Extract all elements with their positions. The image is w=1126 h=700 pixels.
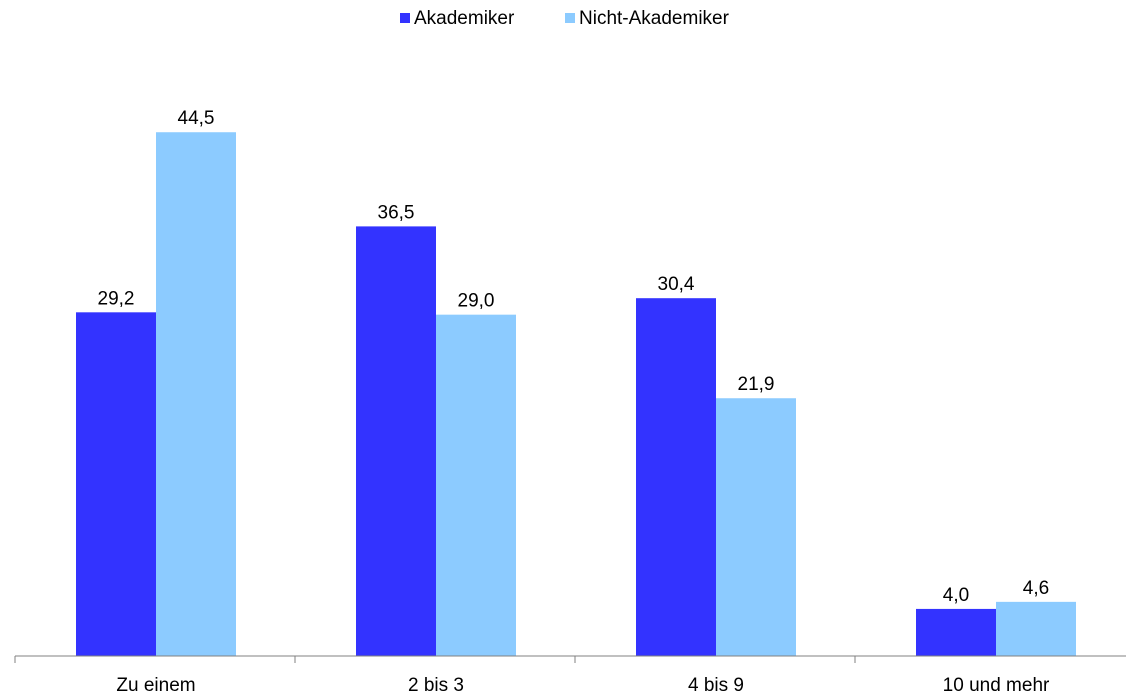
bar-0-0 bbox=[76, 312, 156, 656]
legend-label-0: Akademiker bbox=[414, 8, 515, 29]
legend-swatch-0 bbox=[400, 13, 410, 23]
x-tick-label-2: 4 bis 9 bbox=[688, 675, 744, 695]
data-label-0-3: 4,0 bbox=[943, 585, 969, 606]
bar-1-0 bbox=[156, 132, 236, 657]
data-label-0-1: 36,5 bbox=[378, 202, 415, 223]
data-label-0-0: 29,2 bbox=[98, 288, 135, 309]
x-tick-label-3: 10 und mehr bbox=[943, 675, 1050, 695]
bar-0-3 bbox=[916, 608, 996, 656]
data-label-0-2: 30,4 bbox=[658, 274, 695, 295]
bar-1-3 bbox=[996, 601, 1076, 656]
x-tick-label-1: 2 bis 3 bbox=[408, 675, 464, 695]
bar-1-2 bbox=[716, 398, 796, 656]
bar-group bbox=[76, 132, 1076, 657]
bar-0-2 bbox=[636, 298, 716, 656]
bar-0-1 bbox=[356, 226, 436, 656]
bar-1-1 bbox=[436, 314, 516, 656]
x-axis: Zu einem 2 bis 3 4 bis 9 10 und mehr bbox=[14, 655, 1126, 696]
data-label-1-3: 4,6 bbox=[1023, 578, 1049, 599]
data-label-group: 29,2 44,5 36,5 29,0 30,4 21,9 4,0 4,6 bbox=[98, 108, 1050, 606]
chart-legend: Akademiker Nicht-Akademiker bbox=[400, 8, 730, 29]
legend-swatch-1 bbox=[565, 13, 575, 23]
data-label-1-1: 29,0 bbox=[458, 291, 495, 312]
x-tick-label-0: Zu einem bbox=[116, 675, 195, 695]
data-label-1-2: 21,9 bbox=[738, 374, 775, 395]
legend-label-1: Nicht-Akademiker bbox=[579, 8, 730, 29]
data-label-1-0: 44,5 bbox=[178, 108, 215, 129]
